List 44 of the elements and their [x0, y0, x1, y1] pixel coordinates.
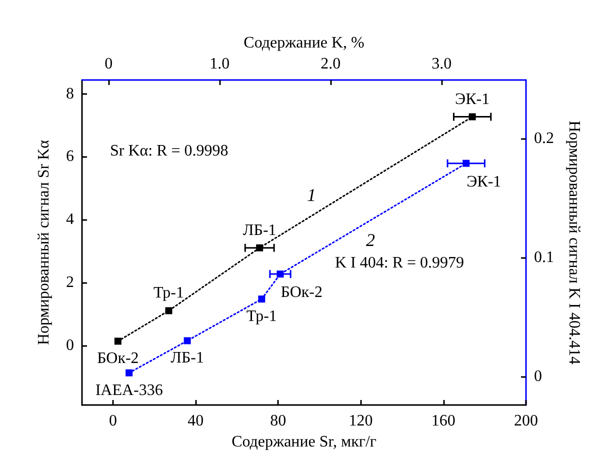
- point: [256, 244, 264, 252]
- x-tick-label: 120: [348, 412, 373, 430]
- point: [258, 296, 266, 303]
- y-tick-label: 8: [66, 85, 74, 102]
- data-label: ЛБ-1: [242, 222, 276, 239]
- y-axis-title: Нормированный сигнал Sr Kα: [36, 139, 52, 346]
- x-tick-label: 40: [188, 412, 204, 430]
- x2-axis-title: Содержание K, %: [244, 34, 364, 52]
- data-label: ЭК-1: [466, 173, 502, 190]
- y2-tick-label: 0: [534, 368, 542, 385]
- x2-tick-label: 1.0: [210, 56, 230, 72]
- x2-tick-label: 0: [104, 56, 113, 72]
- y2-axis-title: Нормированный сигнал K I 404.414: [566, 120, 582, 364]
- annotation: 1: [307, 185, 316, 205]
- data-label: Тр-1: [153, 284, 184, 302]
- point: [165, 307, 172, 314]
- data-label: IAEA-336: [95, 382, 163, 399]
- y2-tick-label: 0.2: [534, 130, 554, 147]
- data-label: Тр-1: [246, 308, 277, 326]
- data-label: ЭК-1: [455, 90, 490, 108]
- data-label: БОк-2: [280, 284, 322, 302]
- y-tick-label: 0: [66, 336, 74, 354]
- x-tick-label: 200: [514, 412, 538, 430]
- x-tick-label: 0: [108, 412, 117, 430]
- annotation: Sr Kα: R = 0.9998: [110, 142, 228, 160]
- x2-tick-label: 3.0: [432, 56, 452, 72]
- x-tick-label: 160: [431, 412, 456, 430]
- data-label: ЛБ-1: [170, 350, 204, 367]
- point: [126, 369, 133, 376]
- y2-tick-label: 0.1: [534, 248, 554, 266]
- data-label: БОк-2: [97, 350, 139, 368]
- x2-tick-label: 2.0: [320, 56, 341, 72]
- point: [184, 337, 191, 344]
- annotation: K I 404: R = 0.9979: [335, 254, 464, 272]
- y-tick-label: 6: [66, 148, 74, 166]
- point: [462, 160, 470, 167]
- y-tick-label: 2: [66, 274, 74, 291]
- point: [276, 270, 284, 278]
- y-tick-label: 4: [66, 211, 74, 228]
- point: [468, 113, 476, 120]
- x-tick-label: 80: [270, 412, 286, 430]
- point: [114, 338, 122, 345]
- x-axis-title: Содержание Sr, мкг/г: [232, 433, 377, 450]
- annotation: 2: [366, 230, 375, 250]
